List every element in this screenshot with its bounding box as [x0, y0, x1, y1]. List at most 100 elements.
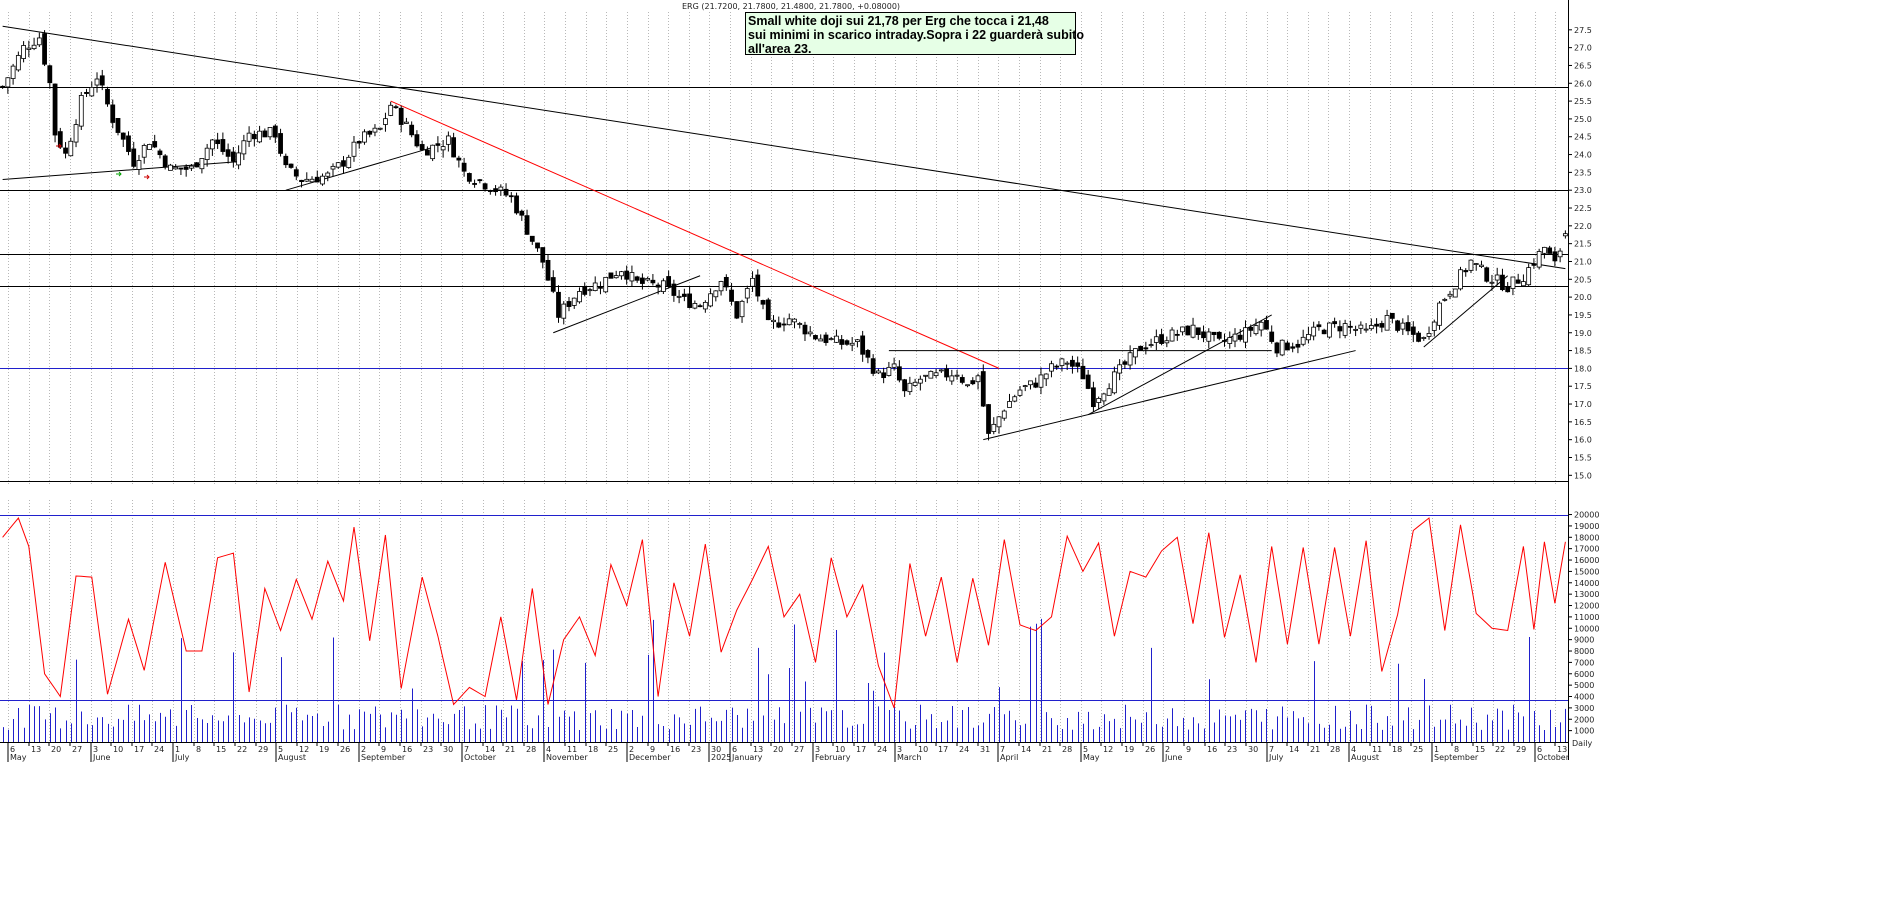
day-tick-label: 29 [258, 745, 268, 754]
candle-body [765, 299, 771, 321]
day-tick-label: 28 [1062, 745, 1072, 754]
candle-body [839, 339, 845, 345]
candle-body [681, 293, 687, 297]
candle-body [1132, 348, 1138, 358]
candle-body [823, 334, 829, 343]
price-tick-label: 19.5 [1574, 311, 1592, 320]
price-tick-label: 23.5 [1574, 168, 1592, 177]
candle-body [293, 169, 299, 177]
volume-tick-label: 6000 [1574, 670, 1594, 679]
day-tick-label: 28 [1330, 745, 1340, 754]
sell-arrow-icon [144, 174, 150, 180]
candle-body [1038, 374, 1044, 388]
day-tick-label: 26 [1145, 745, 1155, 754]
candle-body [876, 370, 881, 374]
candle-body [1295, 343, 1301, 348]
candle-body [262, 130, 268, 138]
candle-body [1206, 331, 1212, 342]
day-tick-label: 6 [1537, 745, 1542, 754]
candle-body [173, 166, 179, 170]
candle-body [529, 235, 535, 242]
volume-tick-label: 10000 [1574, 624, 1599, 633]
candle-body [482, 183, 488, 190]
month-label: October [1537, 753, 1570, 762]
vertical-grid [8, 12, 1556, 742]
candle-body [923, 374, 928, 377]
candle-body [566, 301, 572, 307]
candle-body [194, 162, 200, 168]
candle-body [1358, 324, 1364, 329]
day-tick-label: 21 [505, 745, 515, 754]
day-tick-label: 22 [237, 745, 247, 754]
candle-body [110, 104, 116, 123]
candle-body [1489, 281, 1495, 284]
candle-body [1353, 328, 1359, 331]
month-label: June [1164, 753, 1183, 762]
day-tick-label: 15 [216, 745, 226, 754]
candle-body [314, 176, 320, 183]
candle-body [1222, 340, 1227, 342]
candle-body [1547, 247, 1553, 254]
sell-arrow-icon [56, 143, 62, 149]
candle-body [414, 134, 420, 147]
candle-body [598, 286, 603, 289]
candle-body [634, 276, 640, 281]
volume-tick-label: 3000 [1574, 704, 1594, 713]
candle-body [1562, 233, 1568, 237]
candle-body [692, 303, 698, 309]
candle-body [870, 358, 876, 374]
month-label: September [1434, 753, 1479, 762]
candle-body [1326, 322, 1332, 338]
candle-body [807, 331, 813, 335]
day-tick-label: 1 [175, 745, 180, 754]
candle-body [723, 276, 729, 288]
candle-body [1248, 326, 1254, 331]
candle-body [687, 293, 692, 308]
candle-body [1442, 298, 1448, 301]
candle-body [577, 291, 582, 303]
day-tick-label: 13 [753, 745, 763, 754]
month-label: 2025 [711, 753, 731, 762]
candle-body [917, 378, 923, 384]
volume-tick-label: 13000 [1574, 590, 1599, 599]
day-tick-label: 23 [1227, 745, 1237, 754]
candle-body [21, 45, 26, 59]
candle-body [792, 318, 797, 323]
candle-body [1190, 324, 1196, 338]
candle-body [1028, 380, 1033, 386]
month-label: August [278, 753, 306, 762]
price-tick-label: 25.5 [1574, 97, 1592, 106]
candle-body [1237, 334, 1243, 340]
candle-body [1521, 281, 1526, 287]
annotation-line-2: sui minimi in scarico intraday.Sopra i 2… [748, 28, 1084, 42]
candle-body [650, 279, 656, 284]
day-tick-label: 2 [361, 745, 366, 754]
day-tick-label: 16 [1207, 745, 1217, 754]
candle-body [813, 335, 818, 340]
volume-tick-label: 20000 [1574, 511, 1599, 520]
candle-body [94, 78, 100, 86]
day-tick-label: 5 [1083, 745, 1088, 754]
day-tick-label: 25 [1413, 745, 1423, 754]
candle-body [619, 271, 624, 277]
volume-tick-label: 17000 [1574, 545, 1599, 554]
candle-body [225, 149, 231, 157]
day-tick-label: 23 [691, 745, 701, 754]
price-tick-label: 22.5 [1574, 204, 1592, 213]
candle-body [865, 350, 871, 358]
month-label: January [731, 753, 763, 762]
day-tick-label: 14 [1021, 745, 1031, 754]
candle-body [220, 139, 226, 152]
day-tick-label: 17 [134, 745, 144, 754]
candle-body [949, 375, 955, 382]
day-tick-label: 10 [113, 745, 123, 754]
candle-body [1342, 323, 1348, 336]
candle-body [388, 104, 394, 116]
day-tick-label: 3 [93, 745, 98, 754]
candle-body [325, 172, 331, 177]
candle-body [199, 158, 205, 170]
candle-body [236, 152, 242, 166]
candle-body [902, 379, 908, 392]
candle-body [1426, 333, 1432, 337]
candle-body [26, 47, 32, 50]
